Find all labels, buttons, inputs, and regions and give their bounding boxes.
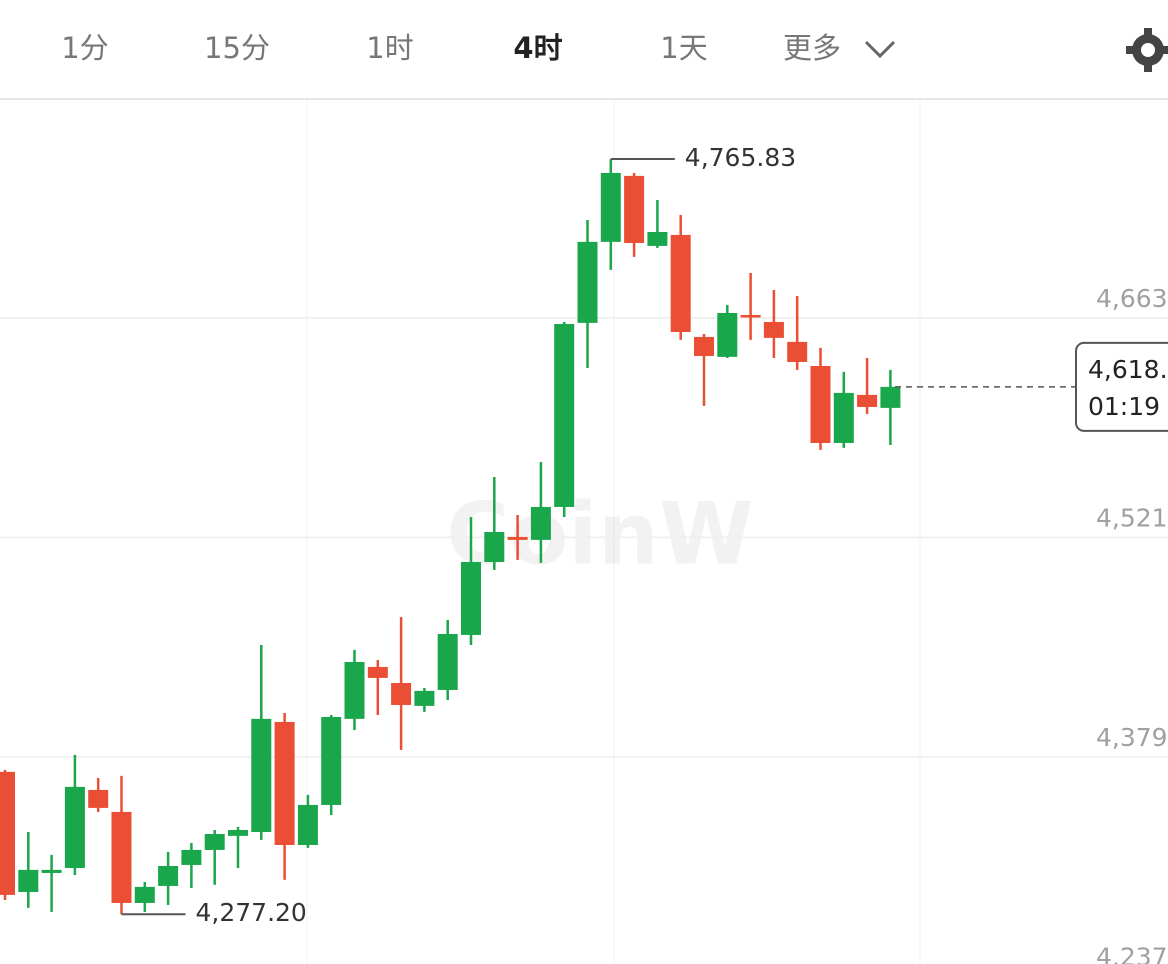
candle-body: [297, 804, 318, 845]
candle-body: [857, 394, 878, 407]
candle-body: [577, 241, 598, 323]
candle-body: [694, 336, 714, 356]
candle-body: [228, 829, 248, 836]
candle-body: [367, 666, 388, 678]
candle-body: [740, 314, 761, 318]
last-price-box: [1075, 341, 1168, 432]
candle-body: [321, 717, 342, 805]
tab[interactable]: 15分: [204, 31, 270, 65]
candle-body: [251, 718, 272, 833]
tab[interactable]: 1时: [366, 31, 413, 65]
candle-body: [111, 811, 132, 903]
dropdown-chevron[interactable]: [864, 40, 896, 59]
candle-body: [391, 683, 412, 705]
tab-active[interactable]: 4时: [513, 31, 562, 65]
candle-body: [717, 312, 738, 357]
countdown-label: 01:19: [1088, 392, 1160, 421]
candle-body: [507, 536, 528, 540]
candle-body: [88, 789, 109, 808]
candle-body: [274, 721, 295, 845]
y-tick-label: 4,237: [1096, 942, 1168, 964]
candle-body: [763, 321, 784, 338]
annotation-label: 4,277.20: [196, 898, 307, 927]
candle-body: [414, 690, 435, 706]
annotation-label: 4,765.83: [685, 143, 796, 172]
candle-body: [41, 869, 62, 873]
candle-body: [670, 234, 691, 332]
last-price-label: 4,618.: [1088, 355, 1168, 384]
candle-body: [600, 172, 621, 242]
y-tick-label: 4,663: [1096, 284, 1168, 313]
candle-body: [647, 231, 668, 246]
candle-body: [554, 323, 575, 507]
tab[interactable]: 1天: [660, 31, 707, 65]
candle-body: [530, 506, 551, 540]
candle-body: [134, 886, 155, 903]
y-tick-label: 4,521: [1096, 503, 1168, 532]
gear-hole: [1141, 43, 1155, 57]
candle-body: [158, 866, 179, 886]
candle-body: [0, 771, 15, 895]
candle-body: [624, 175, 645, 243]
candle-body: [204, 834, 225, 850]
candle-body: [810, 366, 831, 443]
candle-body: [64, 786, 85, 869]
candle-body: [181, 849, 202, 865]
settings-icon[interactable]: [1126, 28, 1168, 72]
candle-body: [18, 869, 39, 892]
candle-body: [484, 532, 505, 562]
y-tick-label: 4,379: [1096, 723, 1168, 752]
candle-body: [880, 386, 901, 408]
candle-body: [461, 561, 481, 635]
candle-body: [437, 634, 458, 690]
candle-body: [344, 661, 365, 719]
candle-body: [833, 392, 854, 443]
candle-body: [787, 341, 808, 362]
tab[interactable]: 1分: [61, 31, 108, 65]
tab[interactable]: 更多: [783, 31, 841, 65]
